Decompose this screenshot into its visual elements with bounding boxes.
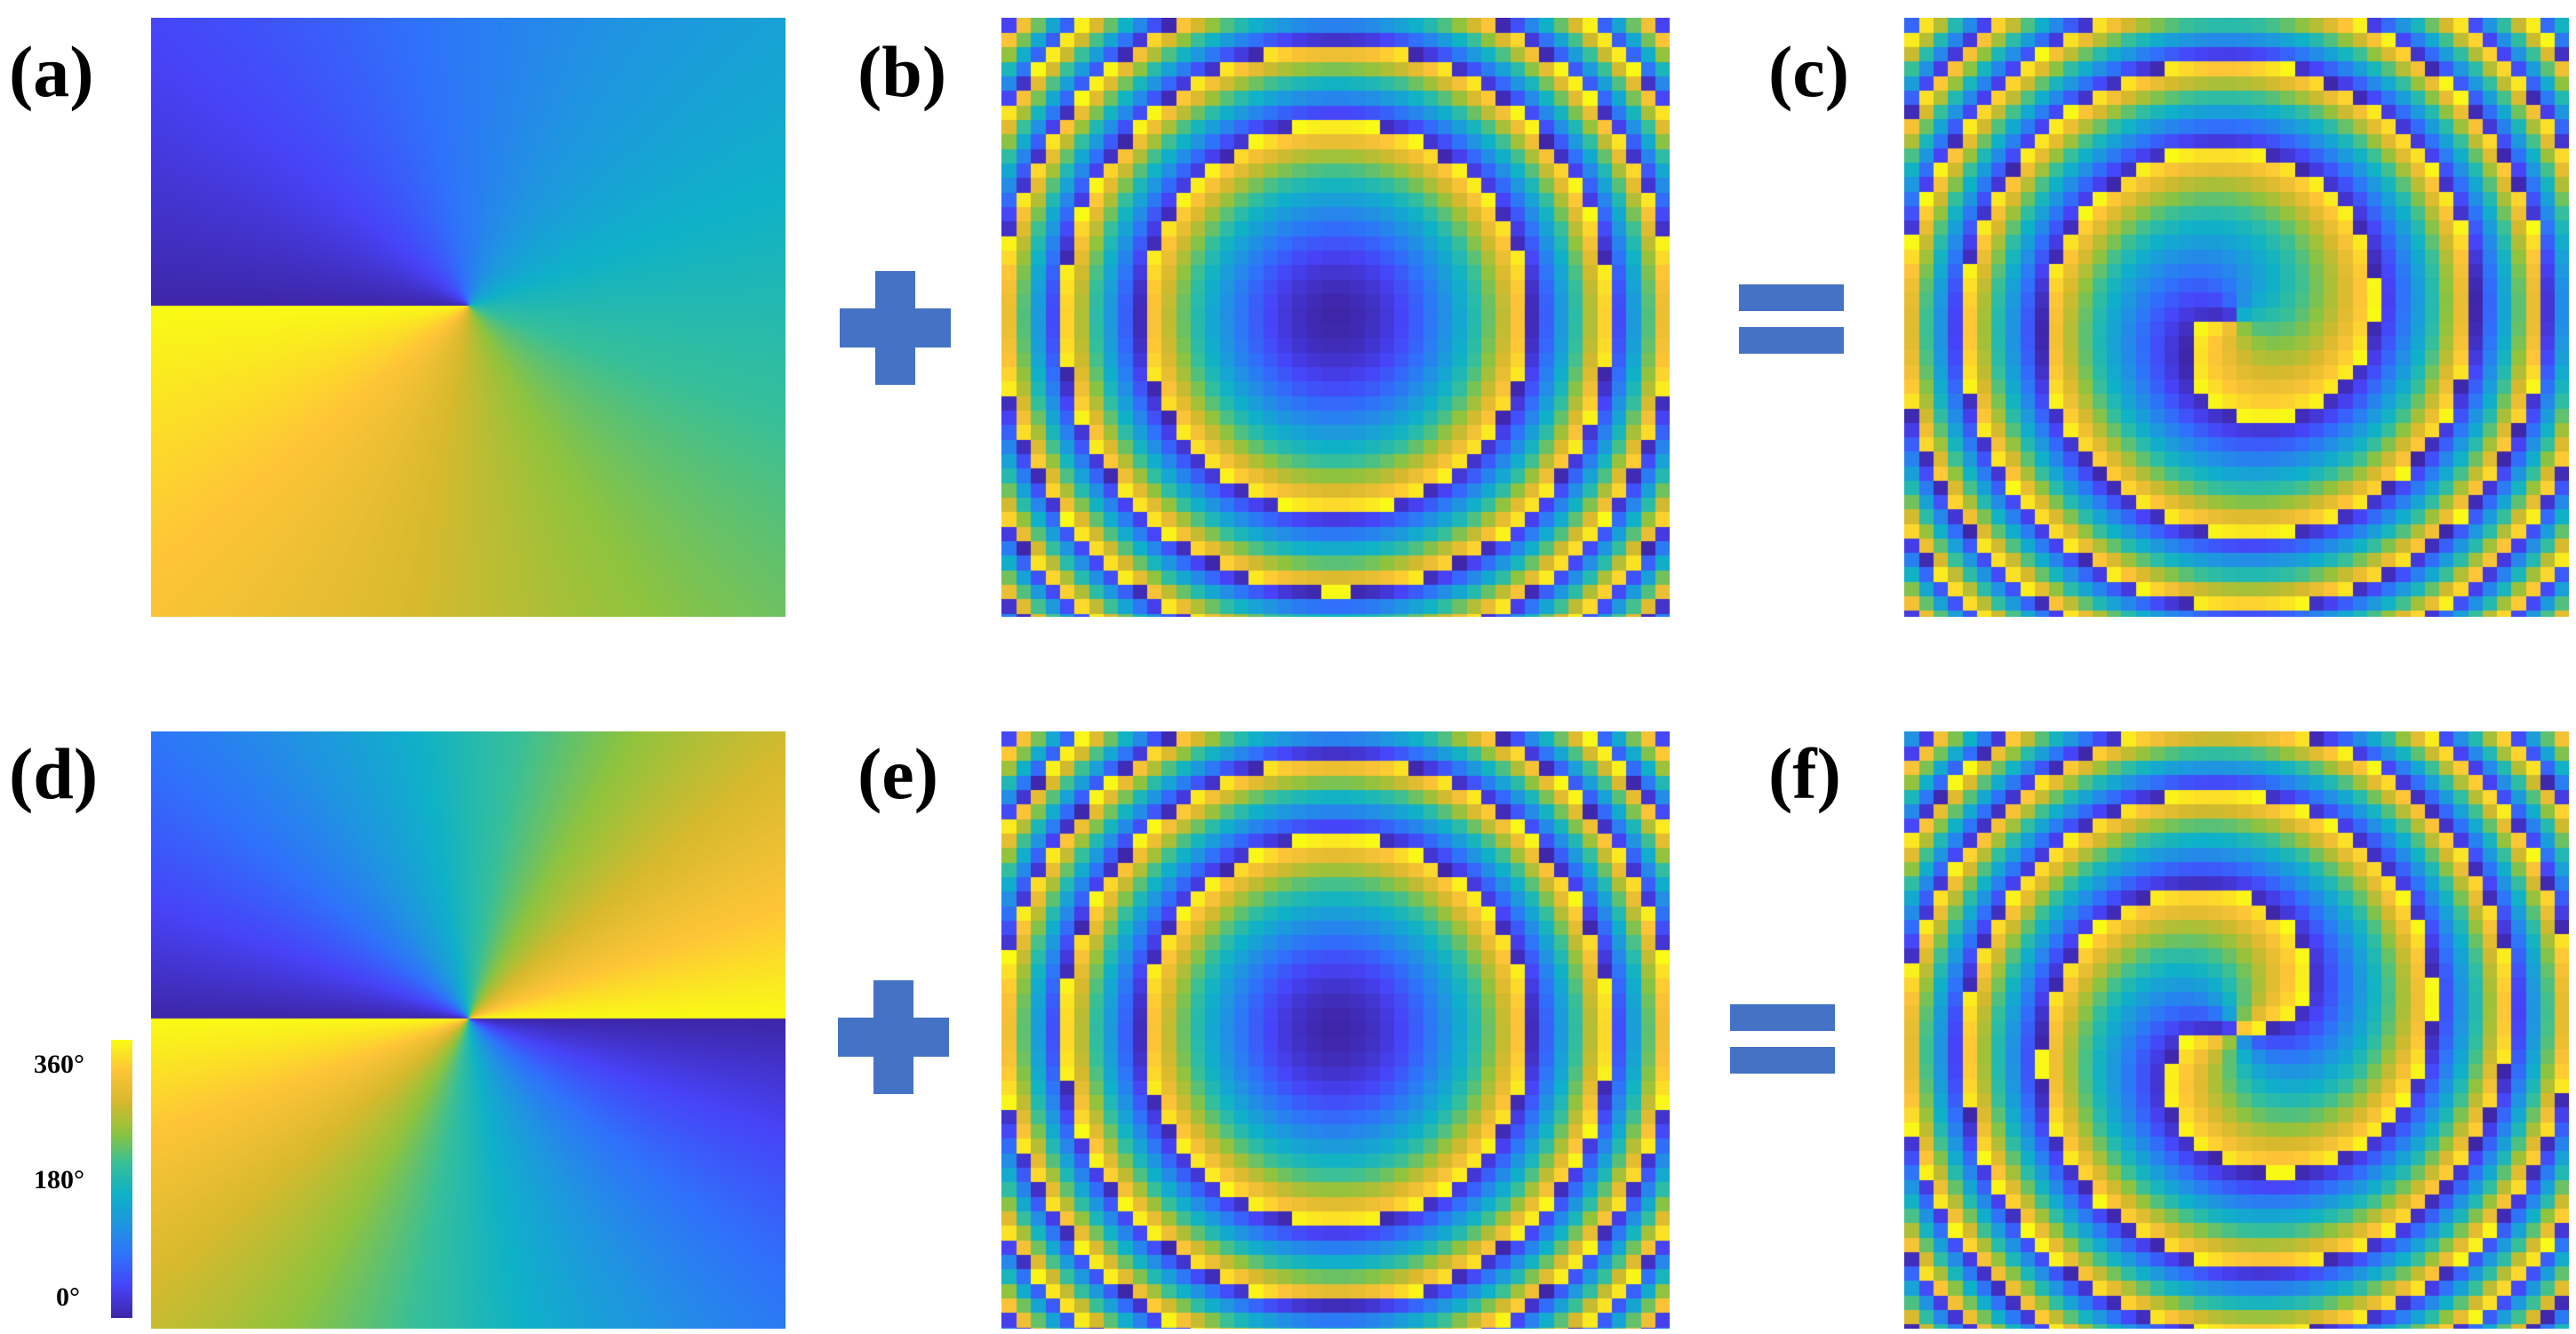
colorbar-tick-mid: 180° <box>34 1165 84 1194</box>
phase-map-b <box>1001 18 1670 617</box>
panel-label-a: (a) <box>9 31 94 112</box>
colorbar <box>111 1040 132 1318</box>
panel-label-c: (c) <box>1768 31 1850 112</box>
phase-map-e <box>1001 731 1670 1329</box>
phase-map-f <box>1904 731 2569 1329</box>
panel-label-b: (b) <box>857 31 947 112</box>
panel-label-d: (d) <box>9 733 99 814</box>
phase-map-c <box>1904 18 2569 617</box>
plus-operator-top <box>840 271 951 385</box>
panel-label-f: (f) <box>1768 733 1841 814</box>
colorbar-tick-min: 0° <box>56 1282 80 1312</box>
equals-operator-top <box>1739 284 1844 354</box>
equals-operator-bottom <box>1730 1004 1835 1074</box>
plus-operator-bottom <box>838 980 949 1094</box>
panel-label-e: (e) <box>857 733 939 814</box>
phase-map-a <box>151 18 786 617</box>
phase-map-d <box>151 731 786 1329</box>
colorbar-tick-max: 360° <box>34 1050 84 1079</box>
